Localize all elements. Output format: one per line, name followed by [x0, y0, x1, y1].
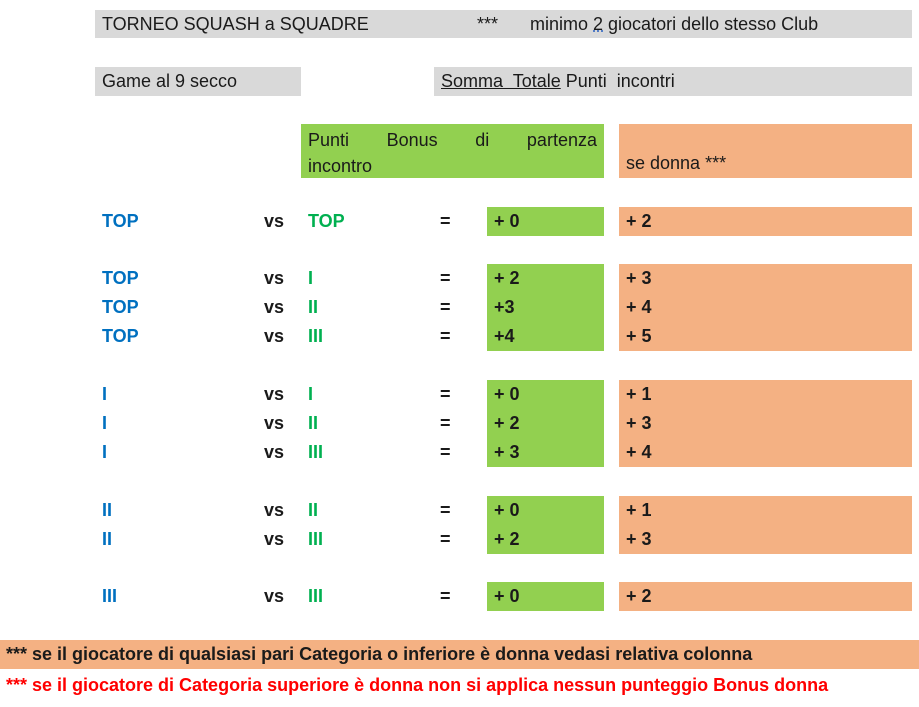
left-category: II: [102, 500, 113, 520]
vs-label: vs: [264, 384, 285, 404]
donna-header-label: se donna ***: [626, 153, 727, 173]
donna-header: se donna ***: [619, 124, 912, 178]
vs-label: vs: [264, 586, 285, 606]
bonus-value: + 0: [487, 582, 604, 611]
note-prefix: minimo: [530, 14, 594, 34]
equals-sign: =: [440, 500, 451, 520]
note-suffix: giocatori dello stesso Club: [603, 14, 819, 34]
punti-incontri: Punti incontri: [560, 71, 675, 91]
right-category: I: [308, 268, 314, 288]
right-category: II: [308, 500, 319, 520]
bonus-header-word: Bonus: [386, 130, 438, 150]
donna-value: + 3: [619, 409, 912, 438]
right-category: I: [308, 384, 314, 404]
vs-label: vs: [264, 529, 285, 549]
equals-sign: =: [440, 326, 451, 346]
bonus-value: + 0: [487, 380, 604, 409]
donna-value: + 2: [619, 207, 912, 236]
donna-value: + 4: [619, 293, 912, 322]
vs-label: vs: [264, 297, 285, 317]
left-category: III: [102, 586, 118, 606]
bonus-header-word: di: [475, 130, 490, 150]
equals-sign: =: [440, 413, 451, 433]
equals-sign: =: [440, 442, 451, 462]
page-title: TORNEO SQUASH a SQUADRE: [102, 14, 369, 34]
vs-label: vs: [264, 326, 285, 346]
game-label: Game al 9 secco: [95, 67, 301, 96]
equals-sign: =: [440, 297, 451, 317]
bonus-header-word: partenza: [526, 130, 597, 150]
vs-label: vs: [264, 413, 285, 433]
vs-label: vs: [264, 442, 285, 462]
donna-value: + 3: [619, 264, 912, 293]
somma-totale: Somma Totale: [441, 71, 561, 91]
bonus-value: + 3: [487, 438, 604, 467]
right-category: III: [308, 529, 324, 549]
equals-sign: =: [440, 211, 451, 231]
left-category: I: [102, 384, 108, 404]
bonus-value: + 2: [487, 409, 604, 438]
donna-value: + 2: [619, 582, 912, 611]
title-stars: ***: [477, 14, 499, 34]
equals-sign: =: [440, 384, 451, 404]
bonus-value: +3: [487, 293, 604, 322]
title-bar: [95, 10, 912, 38]
left-category: TOP: [102, 326, 139, 346]
vs-label: vs: [264, 211, 285, 231]
left-category: I: [102, 413, 108, 433]
left-category: II: [102, 529, 113, 549]
title-note: minimo 2 giocatori dello stesso Club: [530, 14, 818, 35]
donna-value: + 1: [619, 380, 912, 409]
footer-note-2: *** se il giocatore di Categoria superio…: [6, 675, 829, 695]
right-category: II: [308, 413, 319, 433]
footer-note-1: *** se il giocatore di qualsiasi pari Ca…: [0, 640, 919, 669]
left-category: TOP: [102, 211, 139, 231]
right-category: III: [308, 442, 324, 462]
bonus-value: + 2: [487, 264, 604, 293]
vs-label: vs: [264, 500, 285, 520]
right-category: TOP: [308, 211, 345, 231]
somma-label: Somma Totale Punti incontri: [434, 67, 912, 96]
note-number: 2: [593, 14, 604, 34]
left-category: TOP: [102, 268, 139, 288]
right-category: III: [308, 326, 324, 346]
bonus-header-line1: Punti Bonus di partenza: [308, 127, 597, 153]
bonus-header-line2: incontro: [308, 156, 373, 176]
bonus-value: + 0: [487, 496, 604, 525]
donna-value: + 4: [619, 438, 912, 467]
donna-value: + 3: [619, 525, 912, 554]
equals-sign: =: [440, 586, 451, 606]
bonus-value: + 2: [487, 525, 604, 554]
left-category: TOP: [102, 297, 139, 317]
right-category: III: [308, 586, 324, 606]
right-category: II: [308, 297, 319, 317]
equals-sign: =: [440, 529, 451, 549]
vs-label: vs: [264, 268, 285, 288]
equals-sign: =: [440, 268, 451, 288]
bonus-value: +4: [487, 322, 604, 351]
bonus-value: + 0: [487, 207, 604, 236]
donna-value: + 5: [619, 322, 912, 351]
bonus-header-word: Punti: [308, 130, 350, 150]
left-category: I: [102, 442, 108, 462]
donna-value: + 1: [619, 496, 912, 525]
bonus-header: Punti Bonus di partenza incontro: [301, 124, 604, 178]
